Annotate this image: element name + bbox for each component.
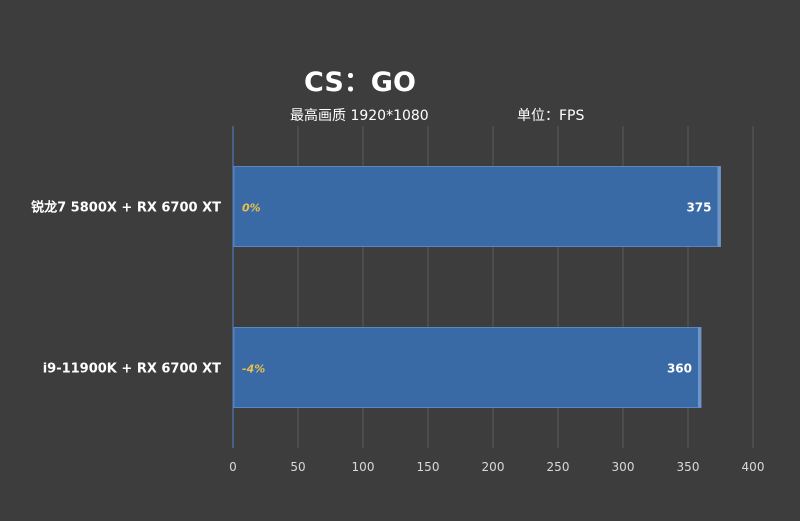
x-tick-label: 0 xyxy=(229,460,237,474)
chart-subtitle-settings: 最高画质 1920*1080 xyxy=(290,108,429,124)
category-label: 锐龙7 5800X + RX 6700 XT xyxy=(31,200,221,216)
value-label: 360 xyxy=(667,362,692,376)
chart-subtitle-unit: 单位：FPS xyxy=(517,108,585,124)
chart-title: CS：GO xyxy=(304,67,416,98)
percent-label: 0% xyxy=(242,202,261,215)
x-tick-label: 100 xyxy=(352,460,375,474)
bar-edge xyxy=(717,166,721,247)
x-tick-label: 250 xyxy=(547,460,570,474)
x-tick-label: 50 xyxy=(290,460,305,474)
x-tick-label: 300 xyxy=(612,460,635,474)
percent-label: -4% xyxy=(242,363,265,376)
x-tick-label: 400 xyxy=(742,460,765,474)
category-label: i9-11900K + RX 6700 XT xyxy=(43,362,221,377)
x-tick-label: 350 xyxy=(677,460,700,474)
x-tick-label: 200 xyxy=(482,460,505,474)
bar xyxy=(233,327,702,408)
bar xyxy=(233,166,721,247)
bar-edge xyxy=(698,327,701,408)
value-label: 375 xyxy=(686,201,711,215)
x-tick-label: 150 xyxy=(417,460,440,474)
